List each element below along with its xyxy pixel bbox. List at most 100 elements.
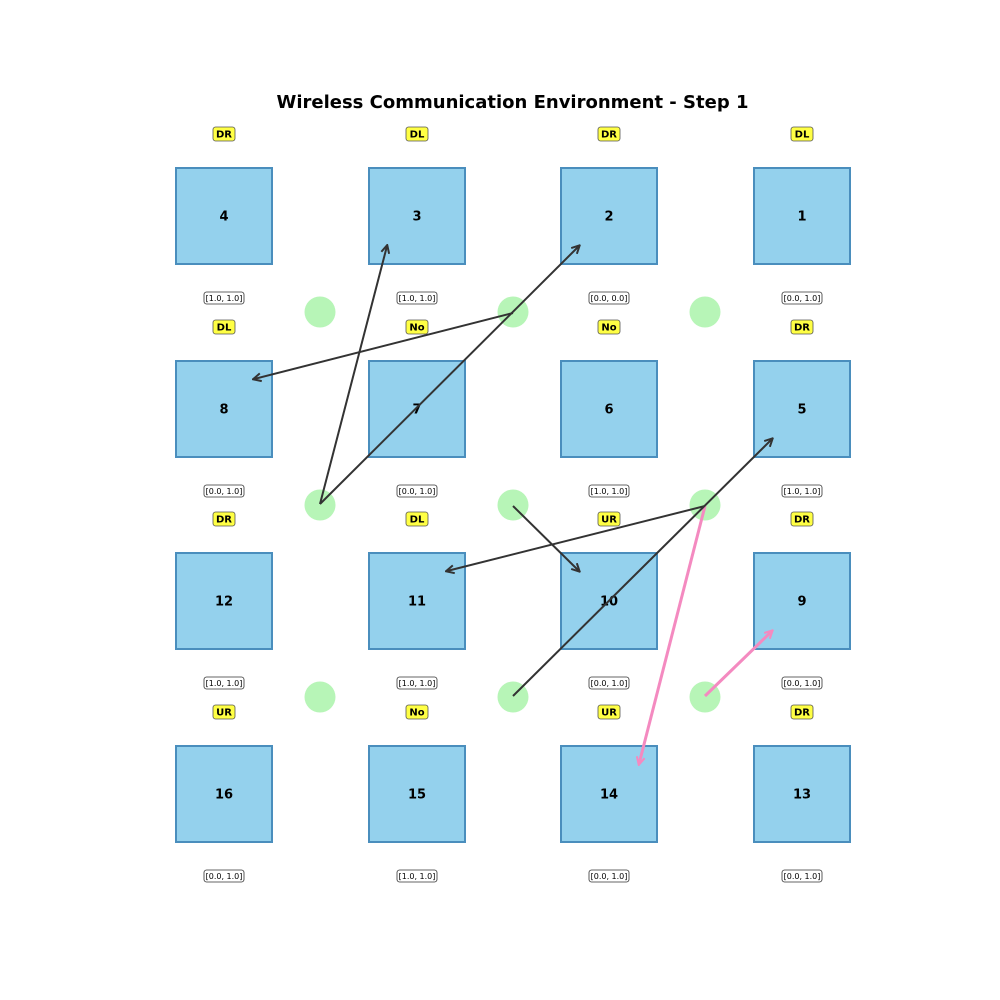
value-badge (203, 869, 245, 883)
value-label: [0.0, 1.0] (784, 294, 821, 303)
value-badge (396, 291, 438, 305)
action-label: DR (216, 130, 232, 141)
link-arrow (512, 439, 772, 697)
user-id-label: 9 (797, 595, 806, 610)
user-id-label: 15 (408, 788, 426, 803)
action-badge (790, 319, 814, 335)
action-badge (212, 511, 236, 527)
value-label: [1.0, 1.0] (399, 679, 436, 688)
user-box (560, 360, 658, 458)
value-label: [1.0, 1.0] (206, 679, 243, 688)
user-box (368, 745, 466, 843)
value-badge (203, 676, 245, 690)
action-badge (212, 126, 236, 142)
value-label: [1.0, 1.0] (399, 294, 436, 303)
user-id-label: 5 (797, 403, 806, 418)
user-box (753, 167, 851, 265)
action-label: UR (216, 708, 232, 719)
action-badge (597, 319, 621, 335)
user-id-label: 12 (215, 595, 233, 610)
value-badge (781, 676, 823, 690)
action-badge (212, 319, 236, 335)
value-badge (396, 676, 438, 690)
value-label: [0.0, 1.0] (206, 487, 243, 496)
link-arrow (512, 505, 579, 571)
action-badge (405, 126, 429, 142)
action-badge (597, 704, 621, 720)
base-station-top-right (689, 296, 721, 328)
user-id-label: 3 (412, 210, 421, 225)
value-badge (396, 484, 438, 498)
action-label: DR (216, 515, 232, 526)
value-label: [0.0, 1.0] (591, 872, 628, 881)
action-badge (597, 511, 621, 527)
value-label: [0.0, 0.0] (591, 294, 628, 303)
action-badge (212, 704, 236, 720)
value-badge (588, 869, 630, 883)
user-id-label: 6 (604, 403, 613, 418)
user-id-label: 1 (797, 210, 806, 225)
base-station-bot-left (304, 681, 336, 713)
user-node: 11 DL [1.0, 1.0] (368, 511, 466, 690)
value-label: [0.0, 1.0] (784, 679, 821, 688)
action-label: No (409, 323, 424, 334)
highlighted-link-arrow (703, 631, 772, 698)
user-node: 8 DL [0.0, 1.0] (175, 319, 273, 498)
value-label: [1.0, 1.0] (206, 294, 243, 303)
user-box (175, 167, 273, 265)
action-label: DR (794, 323, 810, 334)
diagram-title: Wireless Communication Environment - Ste… (276, 92, 749, 113)
value-badge (588, 676, 630, 690)
value-badge (203, 291, 245, 305)
user-id-label: 14 (600, 788, 618, 803)
action-badge (405, 704, 429, 720)
action-label: DR (794, 708, 810, 719)
user-node: 14 UR [0.0, 1.0] (560, 704, 658, 883)
link-arrow (319, 246, 579, 505)
action-label: DL (410, 515, 425, 526)
value-label: [0.0, 1.0] (399, 487, 436, 496)
user-node: 1 DL [0.0, 1.0] (753, 126, 851, 305)
action-label: No (601, 323, 616, 334)
user-node: 16 UR [0.0, 1.0] (175, 704, 273, 883)
link-arrow (447, 505, 706, 571)
highlighted-link-arrow (639, 505, 707, 764)
action-label: UR (601, 515, 617, 526)
value-badge (396, 869, 438, 883)
user-node: 3 DL [1.0, 1.0] (368, 126, 466, 305)
action-badge (790, 511, 814, 527)
link-arrow (319, 246, 387, 505)
user-node: 6 No [1.0, 1.0] (560, 319, 658, 498)
value-label: [1.0, 1.0] (591, 487, 628, 496)
user-id-label: 8 (219, 403, 228, 418)
value-badge (781, 484, 823, 498)
action-label: DR (601, 130, 617, 141)
value-badge (203, 484, 245, 498)
user-node: 7 No [0.0, 1.0] (368, 319, 466, 498)
value-label: [1.0, 1.0] (399, 872, 436, 881)
action-label: DL (217, 323, 232, 334)
user-node: 2 DR [0.0, 0.0] (560, 126, 658, 305)
action-badge (790, 704, 814, 720)
user-id-label: 2 (604, 210, 613, 225)
user-node: 5 DR [1.0, 1.0] (753, 319, 851, 498)
action-label: No (409, 708, 424, 719)
value-badge (781, 869, 823, 883)
action-label: DL (795, 130, 810, 141)
user-id-label: 11 (408, 595, 426, 610)
value-label: [0.0, 1.0] (784, 872, 821, 881)
user-box (175, 745, 273, 843)
action-label: DL (410, 130, 425, 141)
value-badge (781, 291, 823, 305)
user-node: 15 No [1.0, 1.0] (368, 704, 466, 883)
action-label: DR (794, 515, 810, 526)
action-badge (597, 126, 621, 142)
action-badge (405, 511, 429, 527)
action-badge (405, 319, 429, 335)
value-badge (588, 484, 630, 498)
value-label: [0.0, 1.0] (591, 679, 628, 688)
user-id-label: 16 (215, 788, 233, 803)
action-badge (790, 126, 814, 142)
user-id-label: 7 (412, 403, 421, 418)
